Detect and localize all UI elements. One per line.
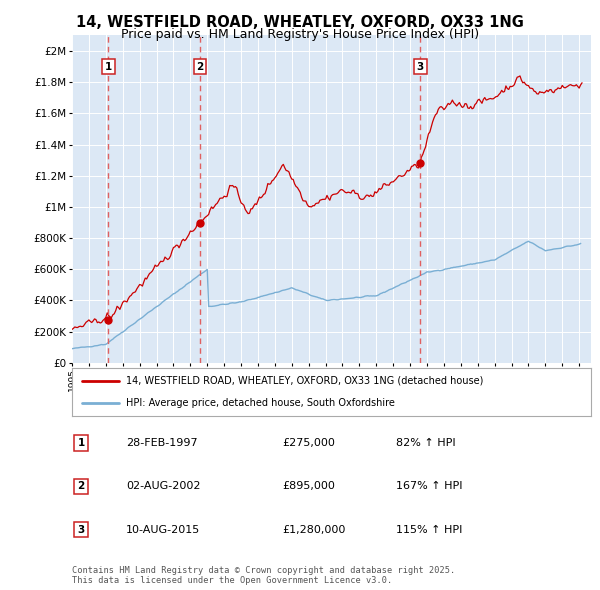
Text: 14, WESTFIELD ROAD, WHEATLEY, OXFORD, OX33 1NG (detached house): 14, WESTFIELD ROAD, WHEATLEY, OXFORD, OX… [127, 376, 484, 386]
Text: 10-AUG-2015: 10-AUG-2015 [126, 525, 200, 535]
Text: 82% ↑ HPI: 82% ↑ HPI [396, 438, 455, 448]
Text: £895,000: £895,000 [282, 481, 335, 491]
Text: 115% ↑ HPI: 115% ↑ HPI [396, 525, 463, 535]
Text: Price paid vs. HM Land Registry's House Price Index (HPI): Price paid vs. HM Land Registry's House … [121, 28, 479, 41]
Text: £275,000: £275,000 [282, 438, 335, 448]
Text: Contains HM Land Registry data © Crown copyright and database right 2025.
This d: Contains HM Land Registry data © Crown c… [72, 566, 455, 585]
Text: 02-AUG-2002: 02-AUG-2002 [126, 481, 200, 491]
Text: 2: 2 [77, 481, 85, 491]
Text: HPI: Average price, detached house, South Oxfordshire: HPI: Average price, detached house, Sout… [127, 398, 395, 408]
Text: £1,280,000: £1,280,000 [282, 525, 346, 535]
Text: 1: 1 [105, 61, 112, 71]
Text: 1: 1 [77, 438, 85, 448]
Text: 2: 2 [197, 61, 204, 71]
Text: 3: 3 [417, 61, 424, 71]
Text: 3: 3 [77, 525, 85, 535]
Text: 167% ↑ HPI: 167% ↑ HPI [396, 481, 463, 491]
Text: 28-FEB-1997: 28-FEB-1997 [126, 438, 197, 448]
Text: 14, WESTFIELD ROAD, WHEATLEY, OXFORD, OX33 1NG: 14, WESTFIELD ROAD, WHEATLEY, OXFORD, OX… [76, 15, 524, 30]
